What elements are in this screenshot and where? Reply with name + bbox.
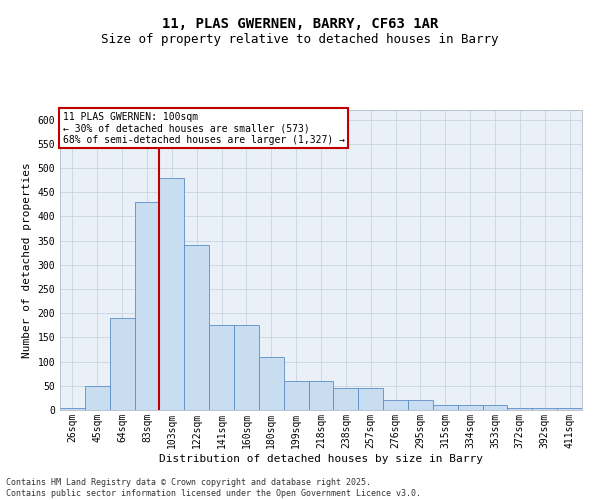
Text: Contains HM Land Registry data © Crown copyright and database right 2025.
Contai: Contains HM Land Registry data © Crown c… <box>6 478 421 498</box>
Bar <box>60 408 85 410</box>
Text: 11, PLAS GWERNEN, BARRY, CF63 1AR: 11, PLAS GWERNEN, BARRY, CF63 1AR <box>162 18 438 32</box>
Text: 11 PLAS GWERNEN: 100sqm
← 30% of detached houses are smaller (573)
68% of semi-d: 11 PLAS GWERNEN: 100sqm ← 30% of detache… <box>62 112 344 144</box>
X-axis label: Distribution of detached houses by size in Barry: Distribution of detached houses by size … <box>159 454 483 464</box>
Bar <box>334 388 358 410</box>
Bar <box>160 178 184 410</box>
Bar <box>209 326 234 410</box>
Bar <box>184 246 209 410</box>
Bar <box>234 326 259 410</box>
Text: Size of property relative to detached houses in Barry: Size of property relative to detached ho… <box>101 32 499 46</box>
Bar <box>458 405 482 410</box>
Bar <box>259 357 284 410</box>
Bar <box>284 381 308 410</box>
Bar <box>557 408 582 410</box>
Bar <box>508 408 532 410</box>
Bar <box>532 408 557 410</box>
Bar <box>482 405 508 410</box>
Y-axis label: Number of detached properties: Number of detached properties <box>22 162 32 358</box>
Bar <box>134 202 160 410</box>
Bar <box>408 400 433 410</box>
Bar <box>433 405 458 410</box>
Bar <box>358 388 383 410</box>
Bar <box>110 318 134 410</box>
Bar <box>85 386 110 410</box>
Bar <box>383 400 408 410</box>
Bar <box>308 381 334 410</box>
